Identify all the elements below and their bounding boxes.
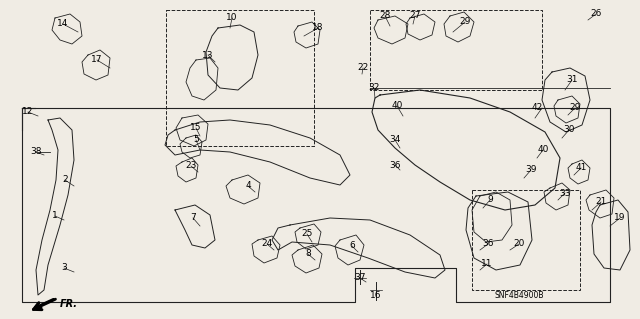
Text: 38: 38 — [30, 147, 42, 157]
Text: 27: 27 — [410, 11, 420, 20]
Text: SNF4B4900B: SNF4B4900B — [494, 291, 544, 300]
Text: 41: 41 — [575, 164, 587, 173]
Text: 32: 32 — [368, 84, 380, 93]
Text: 24: 24 — [261, 240, 273, 249]
Text: 4: 4 — [245, 182, 251, 190]
Text: 2: 2 — [62, 175, 68, 184]
Text: 5: 5 — [193, 136, 199, 145]
Text: 25: 25 — [301, 229, 313, 239]
Text: 17: 17 — [92, 56, 103, 64]
Text: 14: 14 — [58, 19, 68, 28]
Text: 40: 40 — [391, 101, 403, 110]
Text: 21: 21 — [595, 197, 607, 206]
Text: 37: 37 — [355, 273, 365, 283]
Text: 36: 36 — [483, 240, 493, 249]
Text: 29: 29 — [570, 103, 580, 113]
Text: 12: 12 — [22, 108, 34, 116]
Bar — [166, 10, 314, 146]
Text: 33: 33 — [559, 189, 571, 197]
Text: 10: 10 — [227, 13, 237, 23]
Text: 42: 42 — [531, 103, 543, 113]
Bar — [472, 190, 580, 290]
Text: 3: 3 — [61, 263, 67, 272]
Text: 19: 19 — [614, 213, 626, 222]
Bar — [370, 10, 542, 90]
Text: 29: 29 — [460, 18, 470, 26]
Text: 34: 34 — [389, 136, 401, 145]
Text: 39: 39 — [525, 166, 537, 174]
Text: 15: 15 — [190, 123, 202, 132]
Text: 20: 20 — [513, 240, 525, 249]
Text: 28: 28 — [380, 11, 390, 20]
Text: 8: 8 — [305, 249, 311, 258]
Text: 6: 6 — [349, 241, 355, 250]
Text: 11: 11 — [481, 259, 493, 269]
Text: 1: 1 — [52, 211, 58, 220]
Text: 18: 18 — [312, 24, 324, 33]
Text: 13: 13 — [202, 50, 214, 60]
Text: 16: 16 — [371, 291, 381, 300]
Text: 31: 31 — [566, 76, 578, 85]
Text: 26: 26 — [590, 10, 602, 19]
Text: 23: 23 — [186, 161, 196, 170]
Text: 40: 40 — [538, 145, 548, 154]
Text: 22: 22 — [357, 63, 369, 72]
Text: 30: 30 — [563, 125, 575, 135]
Text: 36: 36 — [389, 160, 401, 169]
Text: 7: 7 — [190, 213, 196, 222]
Text: FR.: FR. — [60, 299, 78, 309]
Text: 9: 9 — [487, 196, 493, 204]
